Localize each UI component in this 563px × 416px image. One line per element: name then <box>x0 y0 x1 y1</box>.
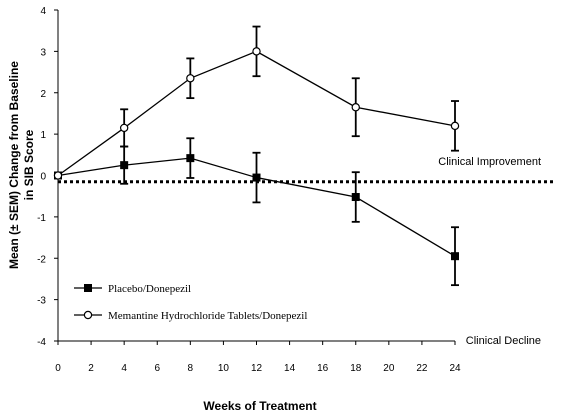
y-tick-label: 2 <box>40 89 46 100</box>
data-point-square <box>120 161 129 170</box>
y-axis-title: Mean (± SEM) Change from Baselinein SIB … <box>7 61 36 269</box>
legend-label: Placebo/Donepezil <box>108 283 191 295</box>
y-tick-label: -2 <box>37 254 46 265</box>
series-layer <box>53 25 460 287</box>
annotation-1: Clinical Decline <box>466 335 541 347</box>
data-point-square <box>451 252 459 261</box>
y-tick-label: -3 <box>37 296 46 307</box>
y-tick-label: 0 <box>40 172 46 183</box>
x-tick-label: 12 <box>251 363 263 374</box>
data-point-circle <box>351 103 360 112</box>
data-point-circle <box>450 121 460 131</box>
x-tick-label: 24 <box>449 363 461 374</box>
data-point-circle <box>119 123 129 133</box>
data-point-circle <box>53 171 63 180</box>
x-tick-label: 4 <box>121 363 127 374</box>
data-point-square <box>252 173 261 182</box>
x-axis-title: Weeks of Treatment <box>203 399 316 413</box>
y-tick-label: 1 <box>40 130 46 141</box>
x-tick-label: 0 <box>55 363 61 374</box>
y-tick-label: 4 <box>40 6 46 17</box>
x-tick-label: 14 <box>284 363 296 374</box>
y-axis-title-line: Mean (± SEM) Change from Baseline <box>7 61 21 269</box>
legend-item-0: Placebo/Donepezil <box>74 283 191 295</box>
y-tick-label: 3 <box>40 47 46 58</box>
legend: Placebo/Donepezil Memantine Hydrochloride… <box>74 283 307 322</box>
legend-marker-circle <box>83 310 93 320</box>
y-axis-title-line: in SIB Score <box>22 129 36 200</box>
x-tick-label: 18 <box>350 363 362 374</box>
x-tick-label: 8 <box>188 363 194 374</box>
x-tick-label: 16 <box>317 363 329 374</box>
x-tick-label: 22 <box>416 363 428 374</box>
data-point-circle <box>186 74 195 83</box>
text-layer: Clinical Improvement Clinical Decline Week… <box>7 61 541 413</box>
y-tick-label: -1 <box>37 213 46 224</box>
series-line-1 <box>57 50 456 177</box>
x-tick-label: 2 <box>88 363 94 374</box>
data-point-circle <box>252 47 261 56</box>
series-line-0 <box>57 157 456 257</box>
annotation-0: Clinical Improvement <box>438 156 541 168</box>
y-tick-label: -4 <box>37 337 46 348</box>
data-point-square <box>186 154 195 163</box>
data-point-square <box>351 193 360 202</box>
x-tick-label: 6 <box>154 363 160 374</box>
legend-item-1: Memantine Hydrochloride Tablets/Donepezi… <box>74 310 307 322</box>
legend-label: Memantine Hydrochloride Tablets/Donepezi… <box>108 310 307 322</box>
x-tick-label: 20 <box>383 363 395 374</box>
x-tick-label: 10 <box>218 363 230 374</box>
legend-marker-square <box>84 284 92 292</box>
